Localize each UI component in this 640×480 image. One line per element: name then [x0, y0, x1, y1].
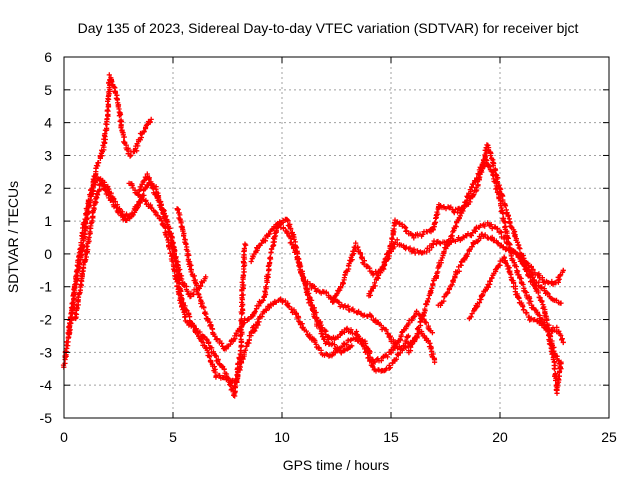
x-tick-label: 15: [383, 429, 399, 445]
y-axis-ticks: -5 -4 -3 -2 -1 0 1 2 3 4 5 6: [40, 49, 609, 426]
y-tick-label: 0: [44, 246, 52, 262]
y-tick-label: 6: [44, 49, 52, 65]
y-tick-label: 3: [44, 147, 52, 163]
plot-frame: [63, 56, 610, 419]
series-markers: [435, 231, 564, 372]
y-tick-label: -3: [40, 344, 53, 360]
y-tick-label: -4: [40, 377, 53, 393]
grid: [64, 57, 609, 418]
series-track-13: [466, 254, 566, 346]
x-tick-label: 0: [60, 429, 68, 445]
x-tick-label: 20: [492, 429, 508, 445]
x-axis-ticks: 0 5 10 15 20 25: [60, 57, 617, 445]
y-tick-label: -5: [40, 410, 53, 426]
series-track-7: [248, 220, 412, 374]
chart-title: Day 135 of 2023, Sidereal Day-to-day VTE…: [78, 20, 579, 36]
x-tick-label: 10: [274, 429, 290, 445]
y-axis-label: SDTVAR / TECUs: [5, 181, 21, 293]
y-tick-label: 2: [44, 180, 52, 196]
data-series: [60, 72, 566, 399]
series-track-4: [126, 171, 249, 386]
x-tick-label: 25: [601, 429, 617, 445]
y-tick-label: 5: [44, 82, 52, 98]
series-markers: [406, 155, 564, 396]
series-track-11: [406, 155, 564, 396]
x-tick-label: 5: [169, 429, 177, 445]
y-tick-label: 1: [44, 213, 52, 229]
y-tick-label: 4: [44, 115, 52, 131]
x-axis-label: GPS time / hours: [283, 457, 390, 473]
series-markers: [248, 220, 412, 374]
series-markers: [466, 254, 566, 346]
y-tick-label: -2: [40, 312, 53, 328]
series-markers: [126, 171, 249, 386]
series-track-12: [435, 231, 564, 372]
y-tick-label: -1: [40, 279, 53, 295]
